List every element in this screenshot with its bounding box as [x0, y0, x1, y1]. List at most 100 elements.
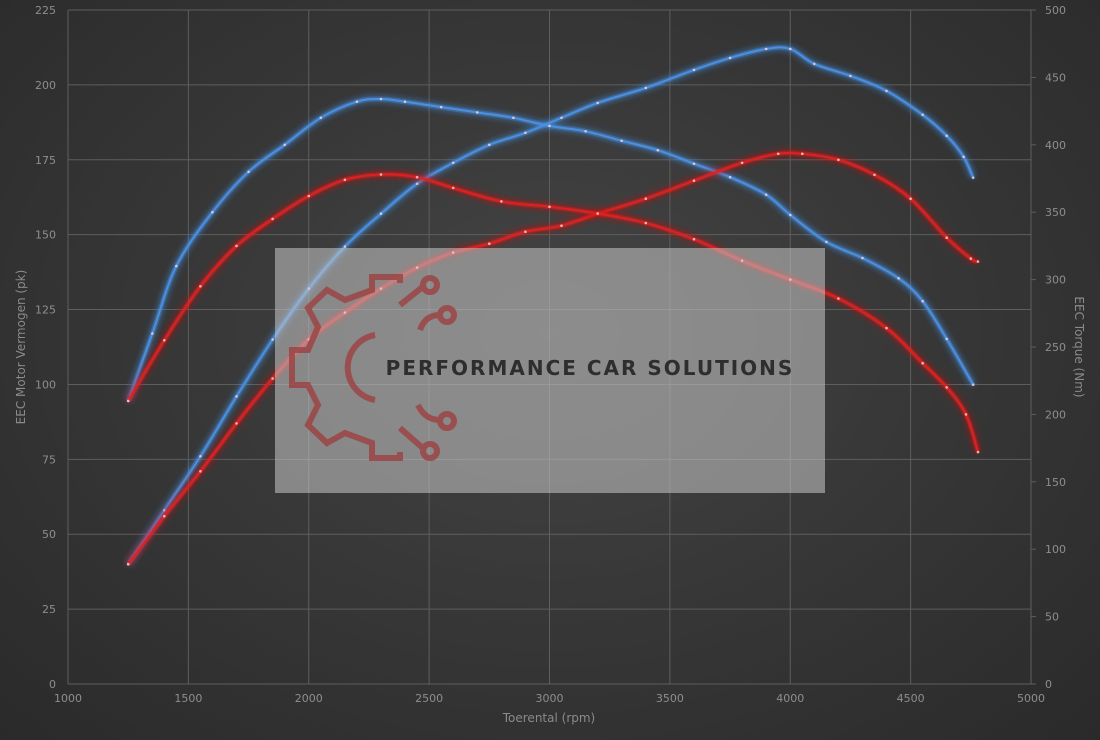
data-point [692, 68, 696, 72]
data-point [945, 134, 948, 138]
series-line-0 [127, 46, 975, 565]
data-point [271, 217, 274, 221]
data-point [644, 86, 648, 90]
data-point [307, 194, 311, 198]
y-right-tick-label: 350 [1045, 206, 1066, 219]
x-tick-label: 2500 [415, 692, 443, 705]
data-point [271, 377, 274, 380]
y-right-tick-label: 50 [1045, 611, 1059, 624]
data-point [644, 221, 648, 225]
data-point [211, 210, 214, 214]
x-tick-label: 3500 [656, 692, 684, 705]
x-tick-label: 1000 [54, 692, 82, 705]
data-point [548, 205, 551, 209]
data-point [885, 326, 888, 330]
data-point [319, 116, 323, 120]
data-point [379, 173, 383, 176]
right-axis-title: EEC Torque (Nm) [1072, 296, 1086, 397]
data-point [921, 361, 924, 365]
data-point [813, 62, 816, 66]
watermark: PERFORMANCE CAR SOLUTIONS [275, 248, 825, 493]
data-point [728, 175, 732, 179]
data-point [728, 56, 732, 60]
data-point [163, 514, 166, 518]
data-point [692, 237, 696, 241]
data-point [199, 285, 202, 288]
y-left-tick-label: 50 [42, 528, 56, 541]
data-point [548, 124, 551, 128]
data-point [644, 197, 648, 200]
data-point [524, 131, 527, 135]
data-point [873, 173, 876, 177]
gear-circuit-logo-icon [289, 274, 457, 461]
x-tick-label: 2000 [295, 692, 323, 705]
x-axis-title: Toerental (rpm) [502, 711, 595, 725]
y-right-tick-label: 450 [1045, 71, 1066, 84]
data-point [849, 74, 852, 78]
data-point [909, 197, 912, 200]
data-point [403, 100, 407, 103]
data-point [596, 101, 599, 105]
watermark-text: PERFORMANCE CAR SOLUTIONS [386, 356, 795, 380]
data-point [897, 277, 900, 280]
data-point [692, 179, 696, 182]
data-point [801, 152, 804, 156]
y-left-tick-label: 0 [49, 678, 56, 691]
data-point [596, 212, 599, 215]
y-right-tick-label: 250 [1045, 341, 1066, 354]
y-right-tick-label: 150 [1045, 476, 1066, 489]
data-point [151, 332, 154, 335]
data-point [945, 337, 948, 341]
data-point [235, 422, 238, 425]
data-point [837, 158, 840, 162]
data-point [488, 143, 491, 147]
data-point [969, 257, 973, 260]
data-point [560, 116, 563, 120]
y-left-tick-label: 125 [35, 304, 56, 317]
data-point [921, 113, 924, 117]
y-right-tick-label: 0 [1045, 678, 1052, 691]
data-point [283, 143, 287, 147]
data-point [476, 111, 479, 114]
data-point [415, 182, 419, 185]
y-left-tick-label: 25 [42, 603, 56, 616]
y-right-tick-label: 500 [1045, 4, 1066, 17]
x-tick-label: 3000 [536, 692, 564, 705]
y-left-tick-label: 75 [42, 453, 56, 466]
data-point [976, 450, 980, 454]
data-point [789, 47, 792, 51]
tick-labels: 1000 1500 2000 2500 3000 3500 4000 4500 50000255… [35, 4, 1066, 705]
series-lines [125, 44, 981, 566]
data-point [656, 148, 660, 152]
data-point [235, 244, 238, 248]
data-point [355, 100, 359, 103]
data-point [524, 230, 527, 233]
data-point [584, 130, 587, 133]
data-point [343, 245, 347, 248]
data-point [964, 413, 968, 416]
data-point [488, 242, 491, 245]
y-right-tick-label: 100 [1045, 543, 1066, 556]
data-point [415, 175, 419, 179]
data-point [163, 509, 166, 512]
y-left-tick-label: 200 [35, 79, 56, 92]
data-point [837, 297, 840, 300]
data-point [560, 224, 563, 227]
x-tick-label: 1500 [174, 692, 202, 705]
data-point [126, 399, 130, 403]
data-point [451, 161, 455, 165]
data-point [764, 193, 768, 196]
y-left-tick-label: 175 [35, 154, 56, 167]
data-point [235, 395, 238, 398]
data-point [921, 299, 924, 303]
data-point [512, 116, 515, 120]
y-right-tick-label: 200 [1045, 408, 1066, 421]
data-point [692, 162, 696, 165]
y-left-tick-label: 100 [35, 378, 56, 391]
data-point [976, 260, 980, 263]
data-point [439, 105, 443, 109]
data-point [620, 139, 623, 143]
data-point [885, 89, 888, 93]
